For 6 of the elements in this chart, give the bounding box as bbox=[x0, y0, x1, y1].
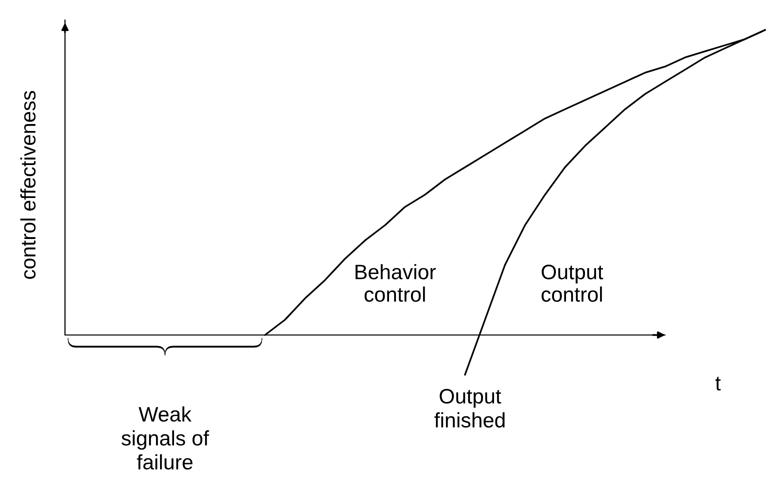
series-label: Output control bbox=[542, 264, 604, 302]
y-axis-title: control effectiveness bbox=[20, 90, 36, 279]
text: Weak signals of failure bbox=[122, 406, 210, 470]
text: Output finished bbox=[434, 388, 505, 428]
series-label: Behavior control bbox=[356, 264, 436, 302]
x-axis-title: t bbox=[715, 376, 721, 391]
